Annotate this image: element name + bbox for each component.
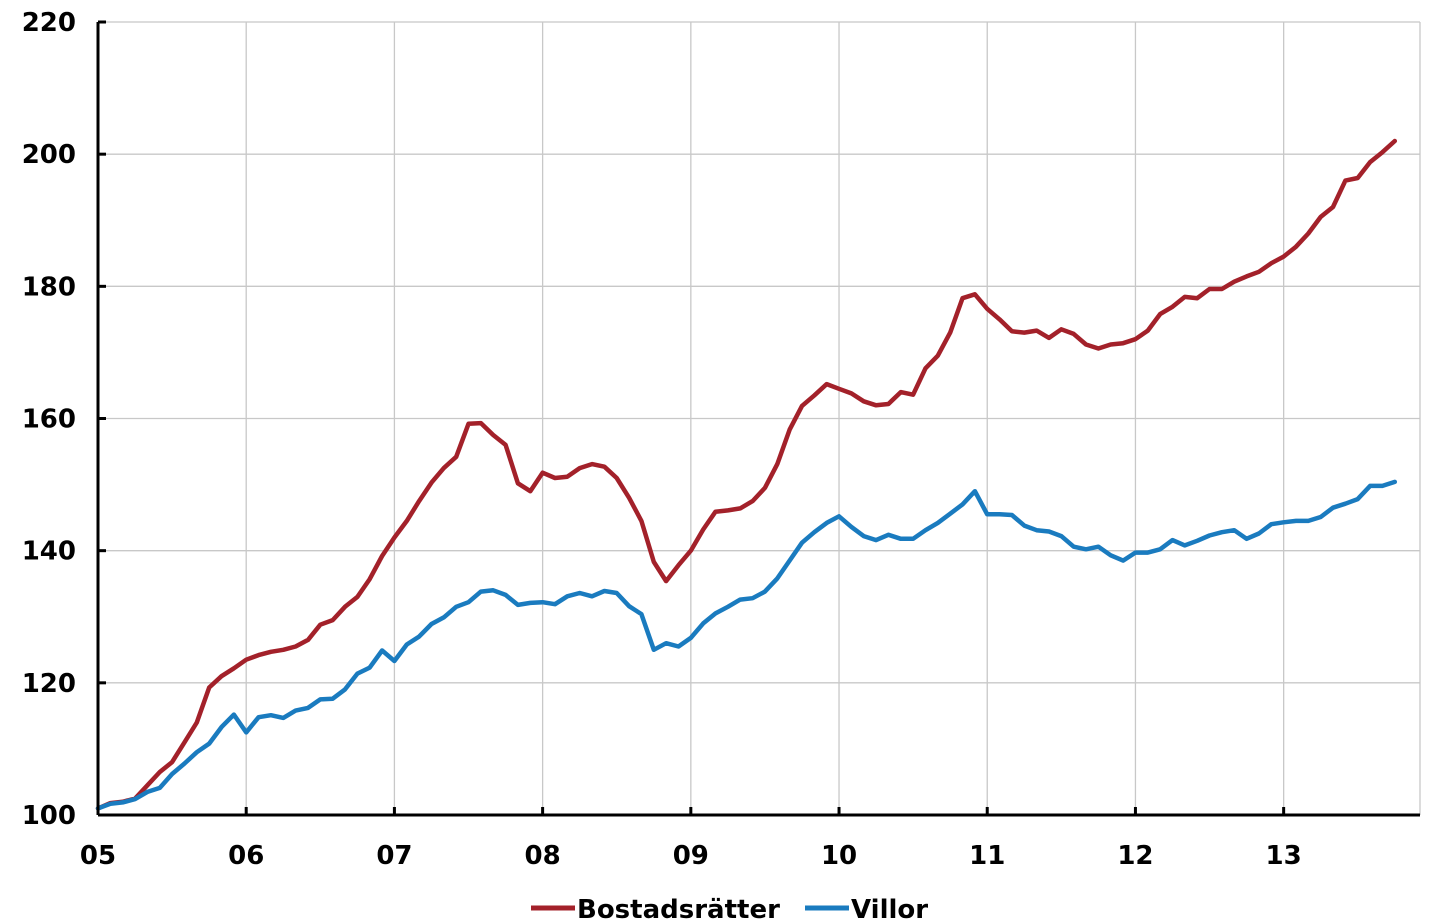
x-tick-label: 11	[969, 841, 1005, 871]
y-tick-label: 160	[22, 405, 76, 435]
x-axis-ticks: 05 06 07 08 09 10 11 12 13	[80, 807, 1302, 871]
legend: Bostadsrätter Villor	[531, 895, 928, 923]
y-tick-label: 200	[22, 140, 76, 170]
legend-item-bostadsratter: Bostadsrätter	[531, 895, 780, 923]
x-tick-label: 06	[228, 841, 264, 871]
x-tick-label: 05	[80, 841, 116, 871]
series-lines	[95, 138, 1398, 811]
x-tick-label: 10	[821, 841, 857, 871]
grid-lines	[98, 21, 1421, 815]
y-tick-label: 220	[22, 8, 76, 38]
legend-item-villor: Villor	[805, 895, 928, 923]
legend-label-bostadsratter: Bostadsrätter	[577, 895, 780, 923]
series-line-villor	[95, 479, 1398, 811]
y-tick-label: 100	[22, 801, 76, 831]
x-tick-label: 12	[1117, 841, 1153, 871]
x-tick-label: 08	[525, 841, 561, 871]
legend-label-villor: Villor	[851, 895, 928, 923]
y-tick-label: 180	[22, 272, 76, 302]
x-tick-label: 07	[376, 841, 412, 871]
y-axis-ticks: 100 120 140 160 180 200 220	[22, 8, 106, 831]
y-tick-label: 120	[22, 669, 76, 699]
x-tick-label: 09	[673, 841, 709, 871]
y-tick-label: 140	[22, 537, 76, 567]
series-line-bostadsratter	[95, 138, 1398, 811]
x-tick-label: 13	[1266, 841, 1302, 871]
